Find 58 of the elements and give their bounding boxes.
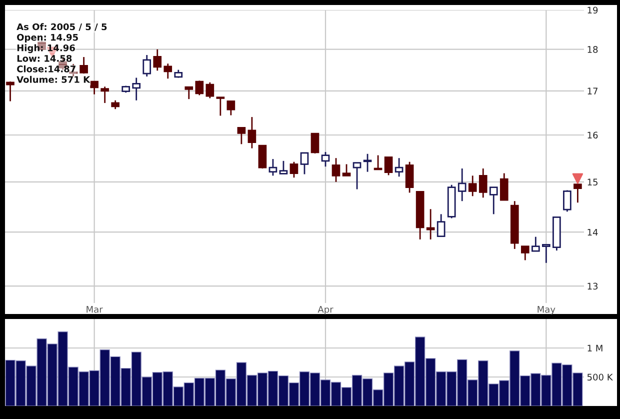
candlestick: [153, 48, 162, 72]
candlestick: [332, 157, 340, 183]
annotation: Open: 14.95: [17, 34, 78, 42]
candlestick: [478, 168, 488, 198]
candlestick: [436, 213, 446, 237]
candlestick: [184, 86, 194, 100]
annotation: As Of: 2005 / 5 / 5: [16, 23, 107, 31]
candlestick: [226, 100, 236, 116]
y-tick-label: 17: [588, 88, 598, 94]
x-tick-label: May: [538, 306, 556, 315]
candlestick: [6, 80, 14, 102]
annotation: High: 14.96: [17, 44, 75, 54]
candlestick: [321, 151, 330, 168]
candlestick: [458, 168, 466, 202]
candlestick: [300, 152, 309, 175]
y-tick-label: 15: [588, 178, 598, 186]
candlestick: [248, 116, 256, 149]
candlestick: [279, 160, 288, 174]
annotation: Low: 14.58: [17, 54, 72, 62]
candlestick: [384, 156, 393, 176]
candlestick: [268, 158, 278, 176]
candlestick: [216, 96, 225, 116]
candlestick: [394, 157, 404, 178]
candlestick: [363, 153, 372, 173]
candlestick: [142, 54, 152, 78]
annotation: Close:14.87: [17, 65, 76, 72]
candlestick: [90, 80, 98, 96]
candlestick: [532, 236, 540, 252]
candlestick: [468, 174, 477, 197]
y-tick-label: 14: [588, 228, 598, 236]
candlestick: [374, 154, 382, 171]
candlestick: [520, 246, 530, 261]
candlestick: [500, 172, 508, 201]
candlestick: [206, 82, 214, 99]
y-tick-label: 1 M: [588, 344, 602, 352]
candlestick: [237, 127, 246, 145]
candlestick: [80, 56, 88, 74]
candlestick: [310, 132, 320, 154]
y-tick-label: 500 K: [587, 374, 613, 381]
y-tick-label: 19: [588, 6, 598, 14]
candlestick: [290, 161, 298, 178]
candlestick: [100, 86, 109, 104]
candlestick: [489, 186, 498, 215]
y-tick-label: 18: [588, 46, 598, 53]
y-tick-label: 16: [588, 132, 598, 139]
annotation: Volume: 571 K: [16, 76, 90, 83]
x-tick-label: Apr: [318, 306, 334, 315]
candlestick: [195, 80, 204, 96]
candlestick: [342, 164, 351, 176]
candlestick: [563, 190, 572, 212]
candlestick: [542, 244, 550, 264]
candlestick: [352, 162, 362, 190]
candlestick: [405, 161, 414, 194]
candlestick: [164, 62, 172, 80]
candlestick: [258, 144, 267, 170]
x-tick-label: Mar: [86, 306, 103, 313]
candlestick: [132, 77, 141, 102]
y-tick-label: 13: [588, 282, 598, 290]
